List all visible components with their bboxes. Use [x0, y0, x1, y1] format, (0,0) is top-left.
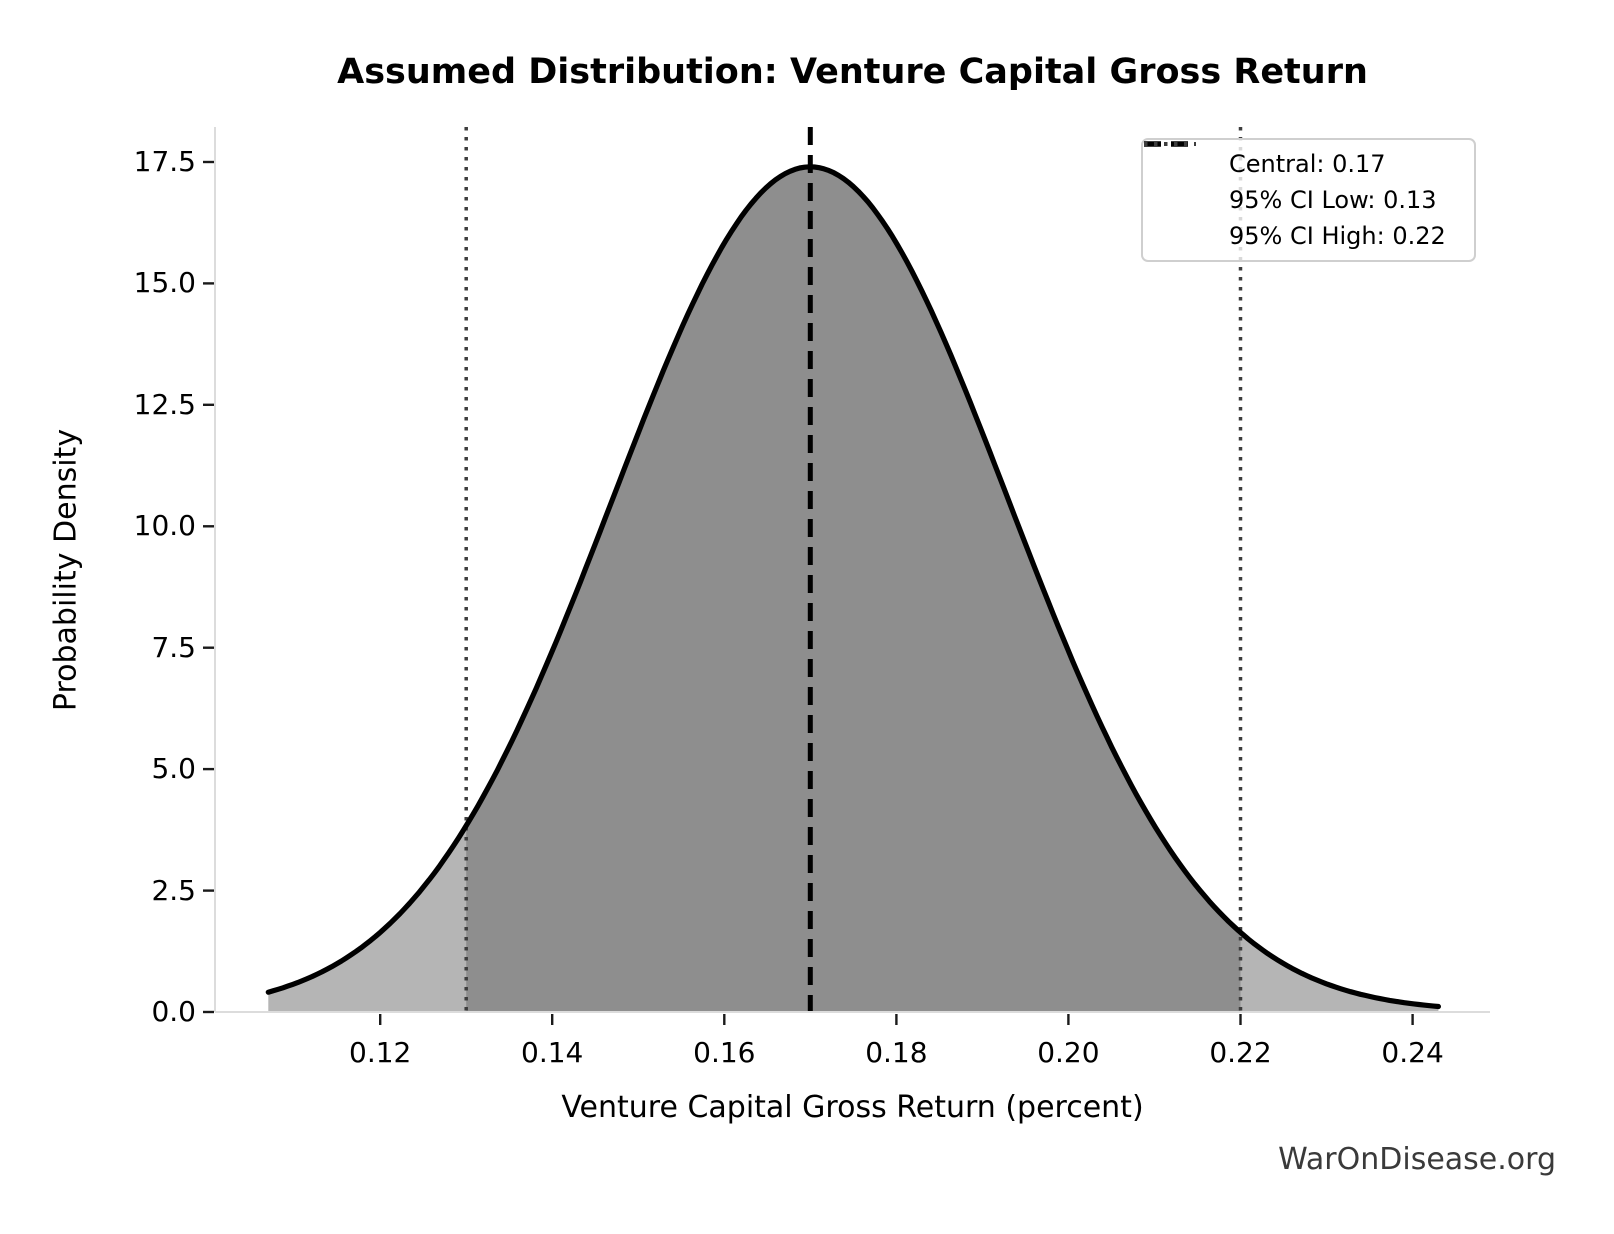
y-tick-label: 2.5 — [151, 873, 196, 907]
density-curve — [265, 164, 1441, 1010]
chart-title: Assumed Distribution: Venture Capital Gr… — [337, 52, 1368, 92]
fill-inside-ci — [466, 166, 1241, 1013]
x-tick-label: 0.12 — [349, 1036, 412, 1069]
x-tick-label: 0.20 — [1037, 1036, 1100, 1069]
dashed-line-sample — [1144, 141, 1209, 168]
x-tick-label: 0.24 — [1381, 1036, 1444, 1069]
y-tick-label: 7.5 — [151, 630, 196, 664]
x-tick-label: 0.18 — [865, 1036, 928, 1069]
legend-item-central: Central: 0.17 — [1144, 141, 1462, 178]
y-tick-label: 12.5 — [133, 387, 196, 421]
legend-item-ci-high: 95% CI High: 0.22 — [1144, 142, 1462, 250]
dotted-line-sample — [1144, 142, 1209, 240]
dotted-line-sample — [1144, 142, 1209, 204]
legend-label: Central: 0.17 — [1229, 150, 1386, 178]
y-axis-label: Probability Density — [48, 428, 84, 712]
x-axis-label: Venture Capital Gross Return (percent) — [561, 1090, 1144, 1125]
y-tick-label: 17.5 — [133, 145, 196, 178]
legend: Central: 0.17 95% CI Low: 0.13 95% CI Hi… — [1141, 138, 1476, 262]
y-tick-label: 0.0 — [151, 995, 196, 1028]
legend-label: 95% CI Low: 0.13 — [1229, 186, 1437, 214]
y-tick-label: 15.0 — [133, 266, 196, 300]
y-tick-label: 10.0 — [133, 509, 196, 543]
x-tick-label: 0.14 — [521, 1036, 584, 1069]
legend-label: 95% CI High: 0.22 — [1229, 222, 1446, 250]
y-tick-label: 5.0 — [151, 752, 196, 786]
x-tick-label: 0.16 — [693, 1036, 756, 1069]
x-tick-label: 0.22 — [1209, 1036, 1272, 1069]
legend-item-ci-low: 95% CI Low: 0.13 — [1144, 142, 1462, 214]
watermark: WarOnDisease.org — [1278, 1142, 1556, 1177]
